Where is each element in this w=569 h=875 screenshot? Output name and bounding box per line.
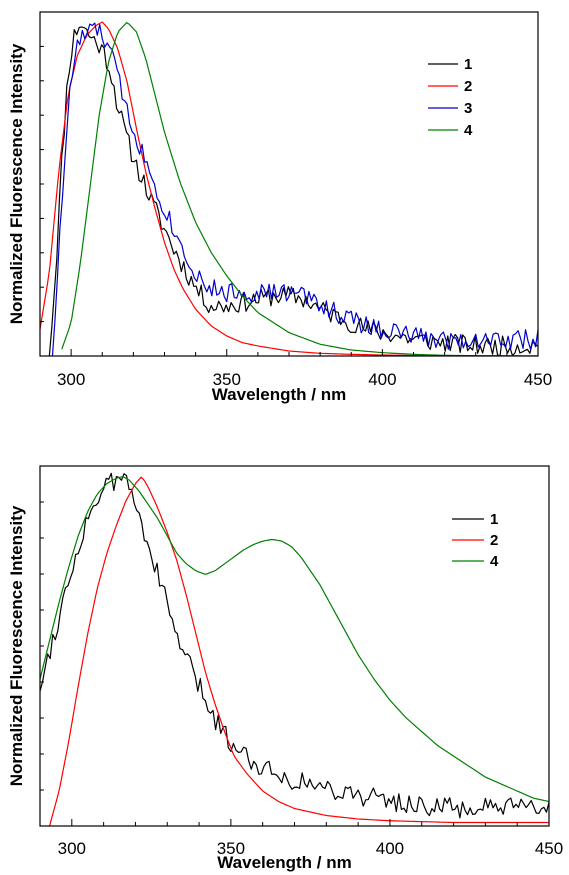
legend-label-1: 1 [464,56,472,73]
legend-label-2: 2 [490,532,498,549]
x-tick-label: 350 [213,370,241,389]
legend: 1 2 4 [452,511,499,570]
legend-label-2: 2 [464,78,472,95]
plot-area [40,472,549,826]
series-line-4 [40,476,549,803]
series-line-1 [48,26,538,356]
y-axis-label: Normalized Fluorescence Intensity [7,43,26,324]
series-line-1 [40,472,549,819]
x-tick-label: 450 [524,370,552,389]
legend-label-4: 4 [464,122,473,139]
plot-frame [39,465,550,827]
legend: 1 2 3 4 [428,56,473,139]
legend-label-1: 1 [490,511,498,528]
series-line-2 [40,21,538,356]
x-tick-label: 350 [217,839,245,858]
x-tick-label: 400 [368,370,396,389]
series-line-3 [51,22,538,356]
x-axis-label: Wavelength / nm [217,853,351,872]
y-axis [40,45,44,323]
x-tick-label: 400 [376,839,404,858]
y-axis-label: Normalized Fluorescence Intensity [7,505,26,786]
x-axis-label: Wavelength / nm [212,385,346,404]
y-axis [40,501,44,791]
legend-label-3: 3 [464,100,472,117]
x-tick-label: 300 [57,370,85,389]
x-tick-label: 450 [535,839,563,858]
series-line-2 [48,476,549,826]
x-axis: 300 350 400 450 [39,819,563,858]
legend-label-4: 4 [490,553,499,570]
x-axis: 300 350 400 450 [39,349,552,389]
x-tick-label: 300 [58,839,86,858]
chart-panel-1: 300 350 400 450 Wavelength / nm Normalized Fl… [7,11,552,404]
chart-panel-2: 300 350 400 450 Wavelength / nm Normalized Fl… [7,465,563,872]
